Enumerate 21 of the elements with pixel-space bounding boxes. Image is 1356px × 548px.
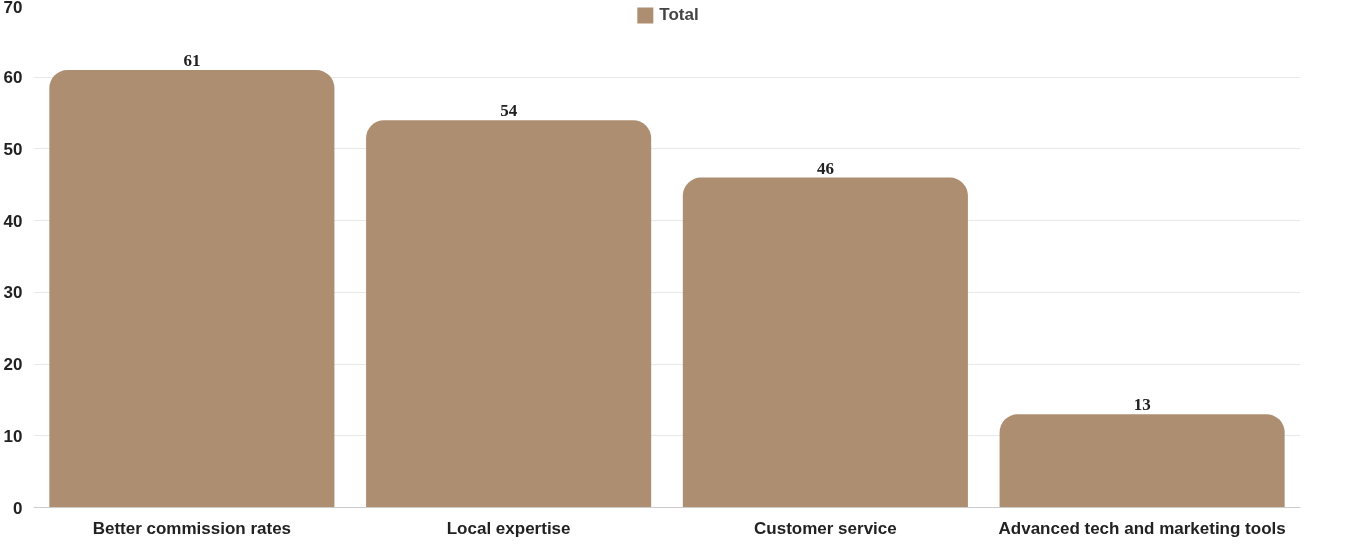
- legend-label: Total: [659, 5, 699, 25]
- y-tick-label: 40: [3, 211, 23, 231]
- bar: [999, 414, 1285, 508]
- y-tick-label: 70: [3, 0, 23, 17]
- bar: [49, 70, 335, 508]
- y-tick-label: 30: [3, 283, 23, 303]
- data-label: 46: [816, 158, 834, 178]
- data-label: 61: [183, 51, 201, 71]
- y-tick-label: 0: [13, 498, 23, 518]
- data-label: 13: [1133, 395, 1151, 415]
- y-tick-label: 60: [3, 68, 23, 88]
- data-label: 54: [500, 101, 518, 121]
- bar: [682, 177, 968, 508]
- x-tick-label: Local expertise: [446, 518, 571, 538]
- x-tick-label: Advanced tech and marketing tools: [998, 518, 1286, 538]
- y-tick-label: 10: [3, 426, 23, 446]
- bar: [366, 120, 652, 508]
- y-tick-label: 50: [3, 139, 23, 159]
- y-tick-label: 20: [3, 355, 23, 375]
- x-tick-label: Better commission rates: [92, 518, 292, 538]
- x-tick-label: Customer service: [754, 518, 897, 538]
